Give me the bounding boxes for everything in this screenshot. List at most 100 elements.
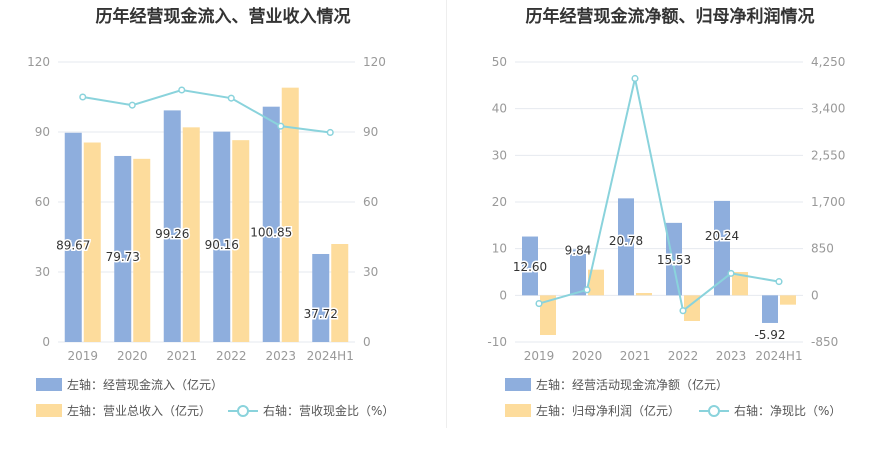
line-point bbox=[679, 307, 687, 315]
line-point bbox=[535, 300, 543, 308]
bar-secondary bbox=[588, 269, 604, 296]
bar-primary bbox=[64, 132, 82, 342]
x-axis-tick-label: 2021 bbox=[166, 349, 197, 363]
line-point bbox=[727, 269, 735, 277]
data-label-halo: 20.24 bbox=[705, 229, 739, 243]
legend-line-marker bbox=[699, 404, 729, 417]
x-axis-tick-label: 2023 bbox=[716, 349, 747, 363]
line-point bbox=[227, 94, 235, 102]
line-point bbox=[631, 74, 639, 83]
bar-primary bbox=[114, 155, 132, 342]
bar-secondary bbox=[182, 127, 200, 342]
data-label-halo: 15.53 bbox=[657, 253, 691, 267]
legend-item-cash-inflow[interactable]: 左轴：经营现金流入（亿元） bbox=[36, 376, 223, 393]
data-label-halo: 99.26 bbox=[155, 227, 189, 241]
y-axis-left-tick-label: 60 bbox=[35, 195, 50, 209]
y-axis-right-tick-label: 0 bbox=[363, 335, 371, 349]
bar-primary bbox=[213, 131, 231, 342]
data-label: 89.67 bbox=[56, 238, 90, 252]
y-axis-left-tick-label: 30 bbox=[35, 265, 50, 279]
line-point bbox=[775, 278, 783, 286]
line-point bbox=[583, 286, 591, 294]
line-point bbox=[79, 93, 87, 101]
y-axis-right-tick-label: 120 bbox=[363, 55, 386, 69]
data-label-halo: 100.85 bbox=[250, 225, 292, 239]
y-axis-right-tick-label: 0 bbox=[811, 288, 819, 302]
bar-primary bbox=[522, 236, 538, 296]
y-axis-left-tick-label: 50 bbox=[492, 55, 507, 69]
bar-secondary bbox=[281, 87, 299, 343]
legend-label: 左轴：营业总收入（亿元） bbox=[67, 404, 212, 418]
data-label: 20.78 bbox=[609, 234, 643, 248]
chart-plot-area: 0 0 30 30 60 60 90 90 120 120 2019 2020 2021 2022 2023… bbox=[27, 55, 386, 363]
legend-label: 左轴：经营现金流入（亿元） bbox=[67, 378, 224, 392]
y-axis-left-tick-label: 20 bbox=[492, 195, 507, 209]
x-axis-tick-label: 2019 bbox=[67, 349, 98, 363]
series-line bbox=[538, 78, 780, 313]
bar-secondary bbox=[83, 142, 101, 342]
x-axis-tick-label: 2021 bbox=[620, 349, 651, 363]
data-label: 79.73 bbox=[106, 250, 140, 264]
chart-panel-cash-inflow: 历年经营现金流入、营业收入情况 0 0 30 30 60 60 90 90 120 120 2019… bbox=[0, 0, 446, 458]
line-point bbox=[277, 122, 285, 130]
series-line bbox=[82, 88, 331, 134]
bar-secondary bbox=[133, 158, 151, 342]
data-label: 99.26 bbox=[155, 227, 189, 241]
legend-label: 左轴：经营活动现金流净额（亿元） bbox=[536, 378, 729, 392]
y-axis-right-tick-label: 90 bbox=[363, 125, 378, 139]
y-axis-left-tick-label: -10 bbox=[487, 335, 507, 349]
data-label-halo: 9.84 bbox=[565, 243, 592, 257]
y-axis-right-tick-label: 4,250 bbox=[811, 55, 845, 69]
y-axis-left-tick-label: 40 bbox=[492, 102, 507, 116]
legend-swatch bbox=[36, 404, 62, 417]
y-axis-right-tick-label: 60 bbox=[363, 195, 378, 209]
bar-primary bbox=[714, 200, 730, 296]
x-axis-tick-label: 2019 bbox=[524, 349, 555, 363]
legend-swatch bbox=[36, 378, 62, 391]
bar-primary bbox=[163, 110, 181, 342]
legend-item-net-cash-ratio[interactable]: 右轴：净现比（%） bbox=[699, 402, 841, 419]
data-label-halo: 20.78 bbox=[609, 234, 643, 248]
y-axis-right-tick-label: 30 bbox=[363, 265, 378, 279]
x-axis-tick-label: 2020 bbox=[117, 349, 148, 363]
chart-title: 历年经营现金流净额、归母净利润情况 bbox=[525, 7, 815, 27]
line-point bbox=[178, 86, 186, 94]
y-axis-left-tick-label: 90 bbox=[35, 125, 50, 139]
legend-item-net-cashflow[interactable]: 左轴：经营活动现金流净额（亿元） bbox=[505, 376, 728, 393]
x-axis-tick-label: 2022 bbox=[668, 349, 699, 363]
bar-secondary bbox=[780, 295, 796, 305]
data-label-halo: 79.73 bbox=[106, 250, 140, 264]
bar-secondary bbox=[732, 272, 748, 296]
legend-label: 左轴：归母净利润（亿元） bbox=[536, 404, 681, 418]
chart-plot-area: -10 -850 0 0 10 850 20 1,700 30 2,550 40 3,400 50 4,2… bbox=[487, 55, 845, 363]
bar-secondary bbox=[540, 295, 556, 335]
legend-item-revenue[interactable]: 左轴：营业总收入（亿元） bbox=[36, 402, 211, 419]
line-point bbox=[128, 101, 136, 109]
legend-swatch bbox=[505, 404, 531, 417]
bar-secondary bbox=[636, 293, 652, 296]
data-label: 37.72 bbox=[304, 307, 338, 321]
y-axis-left-tick-label: 0 bbox=[499, 288, 507, 302]
y-axis-right-tick-label: 3,400 bbox=[811, 102, 845, 116]
bar-primary bbox=[762, 295, 778, 323]
data-label: 15.53 bbox=[657, 253, 691, 267]
bar-primary bbox=[312, 253, 330, 342]
legend-item-revenue-cash-ratio[interactable]: 右轴：营收现金比（%） bbox=[228, 402, 394, 419]
y-axis-right-tick-label: -850 bbox=[811, 335, 838, 349]
data-label-halo: 90.16 bbox=[205, 238, 239, 252]
legend-item-net-profit[interactable]: 左轴：归母净利润（亿元） bbox=[505, 402, 680, 419]
y-axis-right-tick-label: 2,550 bbox=[811, 148, 845, 162]
data-label: 12.60 bbox=[513, 260, 547, 274]
bar-primary bbox=[570, 249, 586, 296]
data-label: 90.16 bbox=[205, 238, 239, 252]
y-axis-right-tick-label: 850 bbox=[811, 242, 834, 256]
bar-primary bbox=[262, 106, 280, 342]
y-axis-right-tick-label: 1,700 bbox=[811, 195, 845, 209]
data-label: 20.24 bbox=[705, 229, 739, 243]
chart-title: 历年经营现金流入、营业收入情况 bbox=[95, 7, 351, 27]
data-label: -5.92 bbox=[754, 328, 785, 342]
y-axis-left-tick-label: 10 bbox=[492, 242, 507, 256]
legend-label: 右轴：净现比（%） bbox=[734, 404, 842, 418]
data-label-halo: 37.72 bbox=[304, 307, 338, 321]
bar-secondary bbox=[331, 244, 349, 342]
